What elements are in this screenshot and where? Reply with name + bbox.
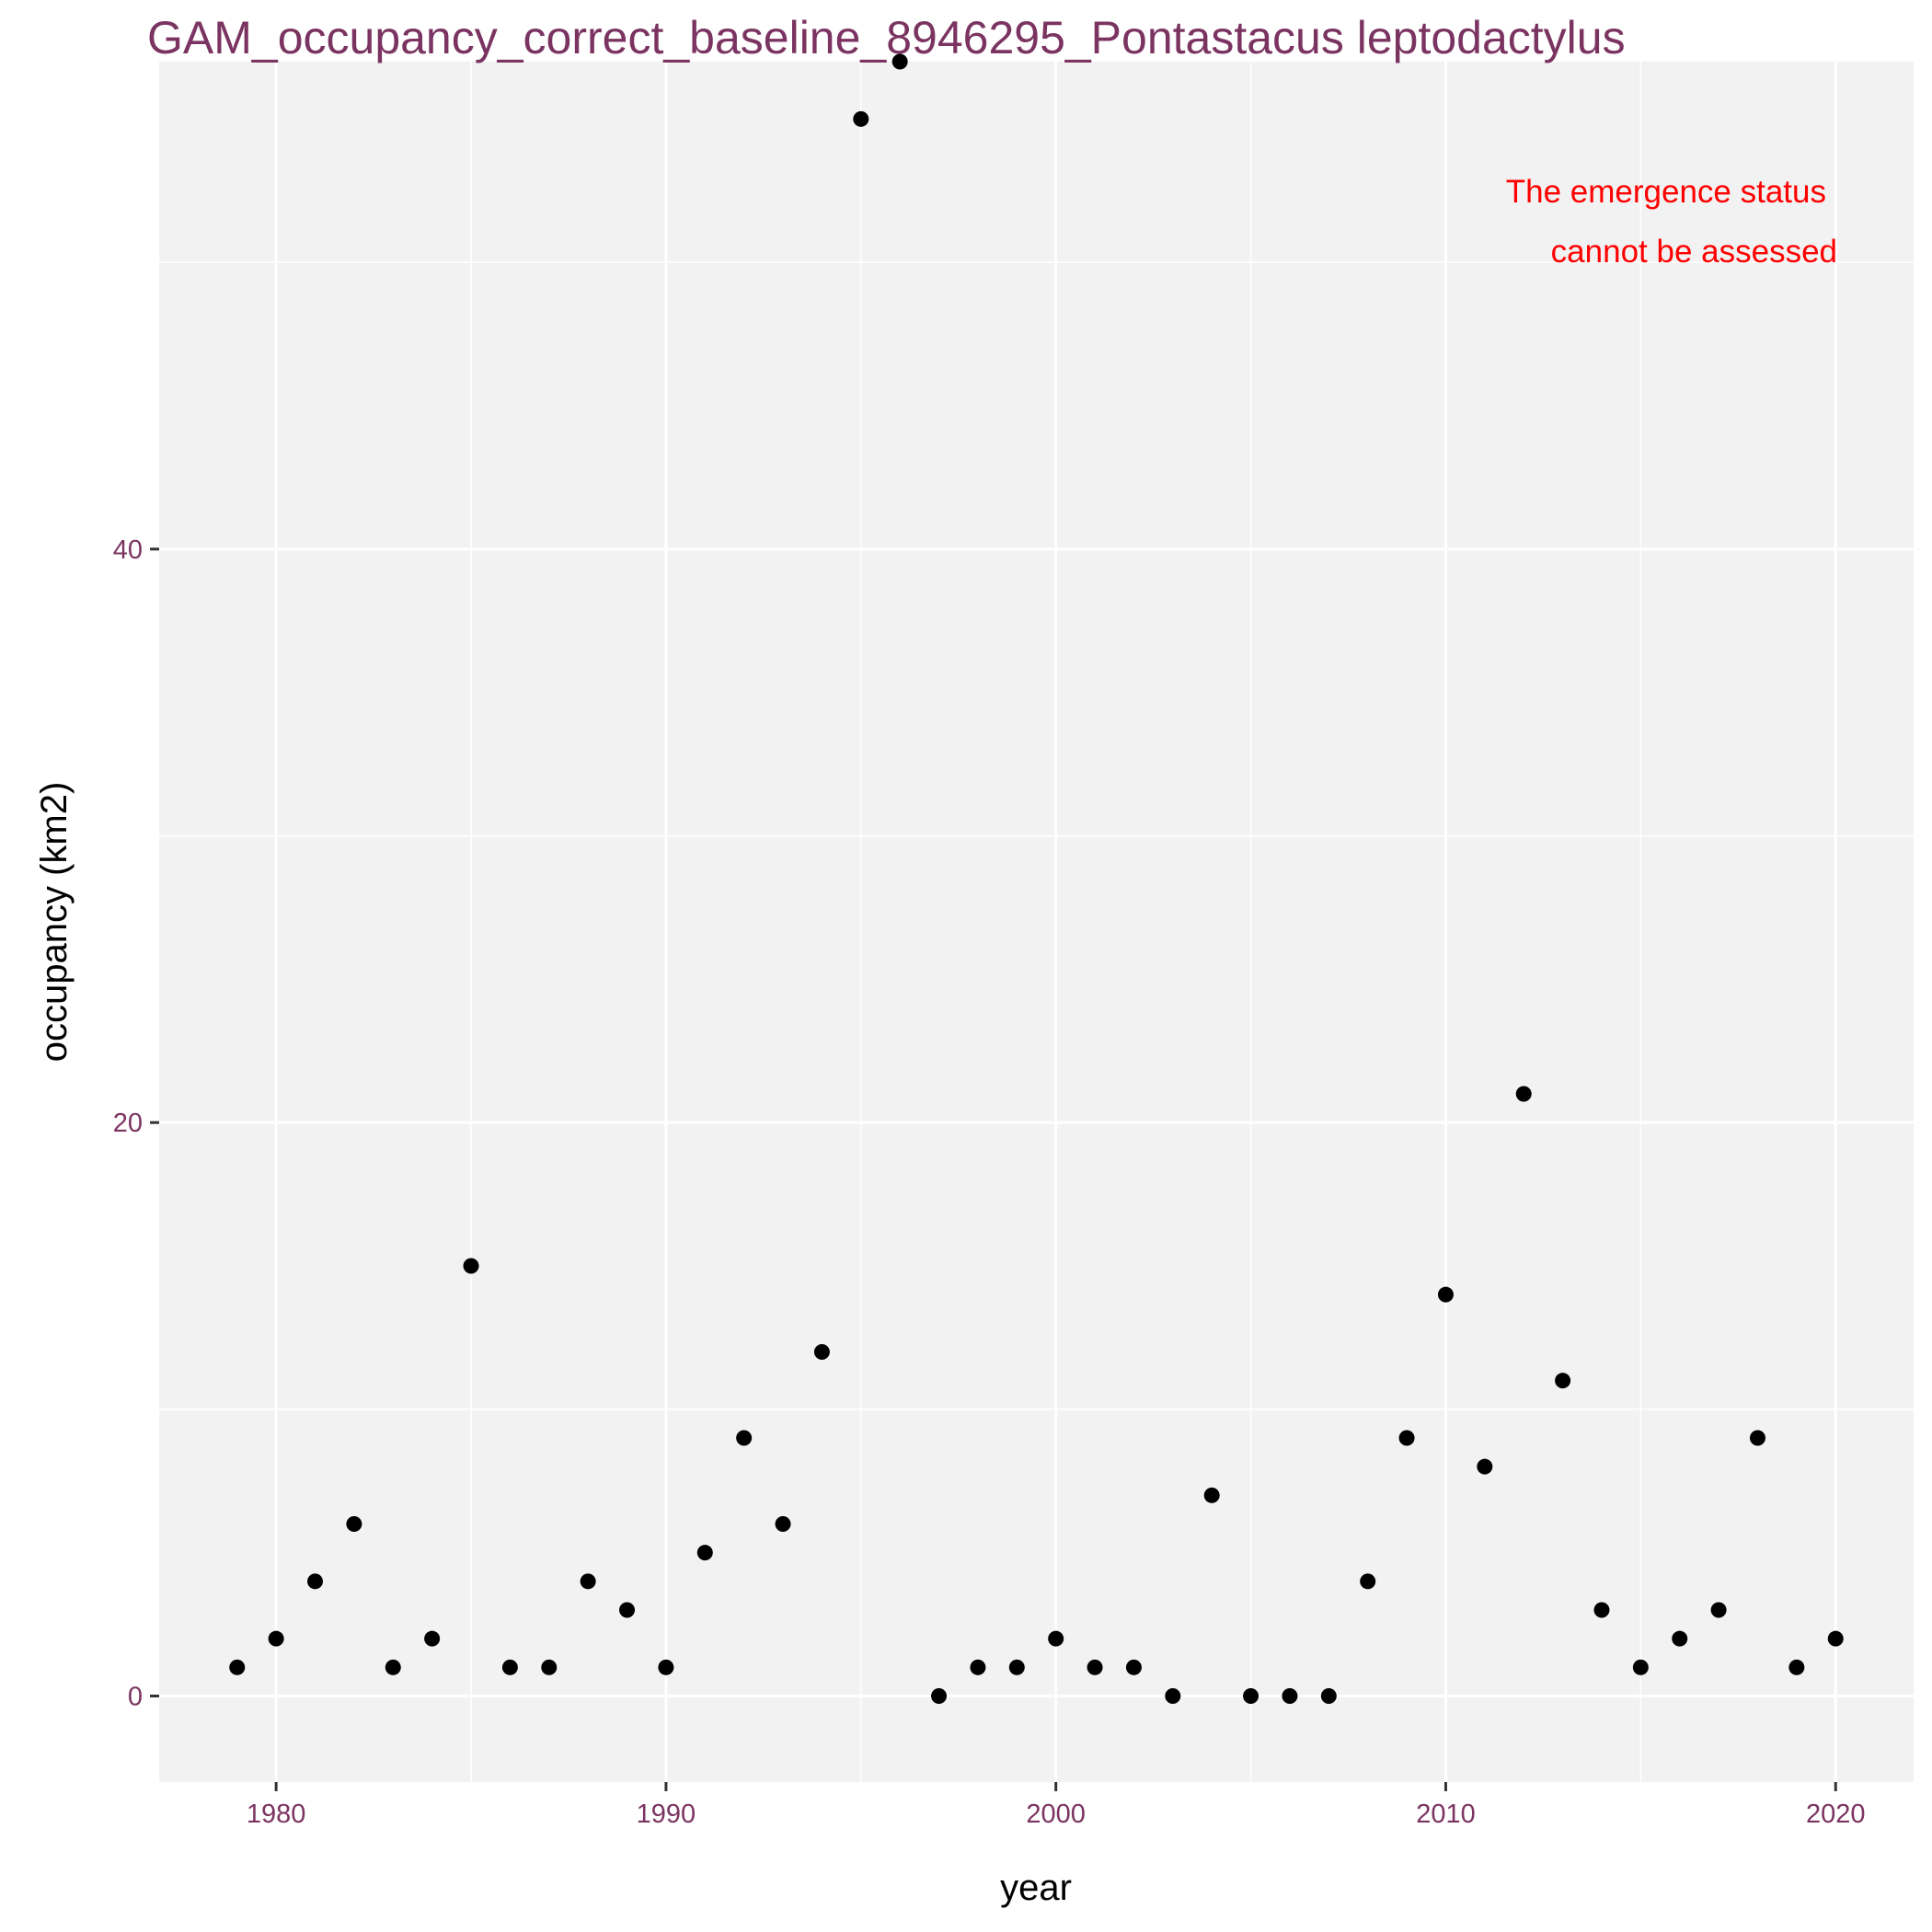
data-point xyxy=(970,1659,986,1675)
data-point xyxy=(229,1659,246,1675)
annotation-line-1: The emergence status xyxy=(1506,174,1826,210)
data-point xyxy=(1360,1573,1376,1590)
data-point xyxy=(696,1545,713,1561)
data-point xyxy=(385,1659,401,1675)
data-point xyxy=(1593,1602,1610,1618)
data-point xyxy=(619,1602,636,1618)
data-point xyxy=(1710,1602,1727,1618)
data-point xyxy=(1008,1659,1025,1675)
data-point xyxy=(813,1344,830,1360)
data-point xyxy=(1672,1630,1688,1647)
y-axis-ticks: 0 20 40 xyxy=(113,535,159,1712)
data-point xyxy=(736,1430,753,1446)
data-point xyxy=(1320,1688,1337,1704)
y-tick-label: 40 xyxy=(113,535,143,565)
data-point xyxy=(1827,1630,1844,1647)
data-point xyxy=(1398,1430,1415,1446)
data-point xyxy=(931,1688,948,1704)
data-point xyxy=(346,1516,362,1532)
data-point xyxy=(1125,1659,1142,1675)
annotation-line-2: cannot be assessed xyxy=(1551,234,1837,270)
data-point xyxy=(1515,1086,1532,1102)
chart-title: GAM_occupancy_correct_baseline_8946295_P… xyxy=(147,12,1626,63)
x-tick-label: 2000 xyxy=(1026,1800,1086,1829)
data-point xyxy=(501,1659,518,1675)
data-point xyxy=(1203,1487,1220,1503)
data-point xyxy=(1437,1286,1454,1303)
y-tick-label: 0 xyxy=(128,1683,143,1712)
data-point xyxy=(853,110,869,127)
data-point xyxy=(1749,1430,1765,1446)
data-point xyxy=(1477,1458,1493,1475)
x-axis-ticks: 1980 1990 2000 2010 2020 xyxy=(247,1782,1866,1829)
data-point xyxy=(775,1516,791,1532)
x-axis-title: year xyxy=(1000,1868,1072,1908)
data-point xyxy=(1282,1688,1298,1704)
data-point xyxy=(307,1573,324,1590)
data-point xyxy=(1243,1688,1259,1704)
data-point xyxy=(1165,1688,1181,1704)
grid-major xyxy=(159,62,1914,1782)
x-tick-label: 1990 xyxy=(637,1800,696,1829)
data-point xyxy=(1555,1373,1571,1389)
plot-panel xyxy=(159,62,1914,1782)
data-points xyxy=(229,53,1844,1704)
data-point xyxy=(1087,1659,1103,1675)
y-axis-title: occupancy (km2) xyxy=(34,782,75,1063)
y-tick-label: 20 xyxy=(113,1109,143,1138)
data-point xyxy=(1048,1630,1064,1647)
x-tick-label: 2020 xyxy=(1806,1800,1866,1829)
data-point xyxy=(541,1659,558,1675)
data-point xyxy=(424,1630,441,1647)
data-point xyxy=(891,53,908,70)
data-point xyxy=(463,1258,479,1274)
x-tick-label: 1980 xyxy=(247,1800,306,1829)
x-tick-label: 2010 xyxy=(1416,1800,1476,1829)
data-point xyxy=(268,1630,284,1647)
data-point xyxy=(1788,1659,1805,1675)
grid-minor xyxy=(159,62,1914,1782)
data-point xyxy=(1632,1659,1649,1675)
data-point xyxy=(580,1573,596,1590)
data-point xyxy=(658,1659,674,1675)
